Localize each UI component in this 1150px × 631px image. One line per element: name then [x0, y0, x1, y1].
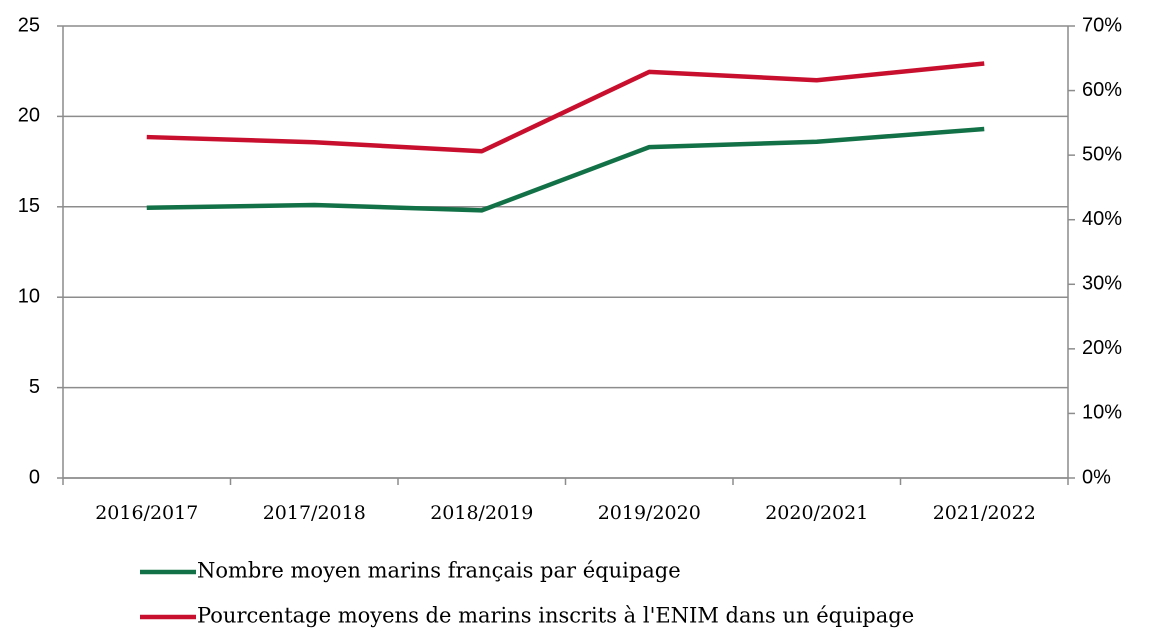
y-tick-label: 0 — [29, 466, 40, 488]
legend-label: Nombre moyen marins français par équipag… — [197, 559, 681, 583]
y-tick-label: 20 — [18, 105, 40, 127]
y2-tick-label: 20% — [1082, 337, 1122, 359]
x-tick-label: 2019/2020 — [598, 502, 701, 524]
x-tick-label: 2016/2017 — [95, 502, 198, 524]
x-tick-label: 2020/2021 — [765, 502, 868, 524]
x-tick-label: 2021/2022 — [933, 502, 1036, 524]
y2-tick-label: 60% — [1082, 79, 1122, 101]
y2-tick-label: 50% — [1082, 143, 1122, 165]
y-tick-label: 5 — [29, 376, 40, 398]
x-tick-label: 2018/2019 — [430, 502, 533, 524]
y2-tick-label: 70% — [1082, 14, 1122, 36]
y2-tick-label: 0% — [1082, 466, 1111, 488]
y2-tick-label: 30% — [1082, 273, 1122, 295]
y2-tick-label: 10% — [1082, 402, 1122, 424]
series-line — [146, 126, 985, 213]
y2-tick-label: 40% — [1082, 208, 1122, 230]
y-tick-label: 10 — [18, 285, 40, 307]
x-tick-label: 2017/2018 — [263, 502, 366, 524]
y-tick-label: 25 — [18, 14, 40, 36]
y-tick-label: 15 — [18, 195, 40, 217]
series-line — [146, 61, 985, 154]
legend-label: Pourcentage moyens de marins inscrits à … — [197, 604, 914, 628]
